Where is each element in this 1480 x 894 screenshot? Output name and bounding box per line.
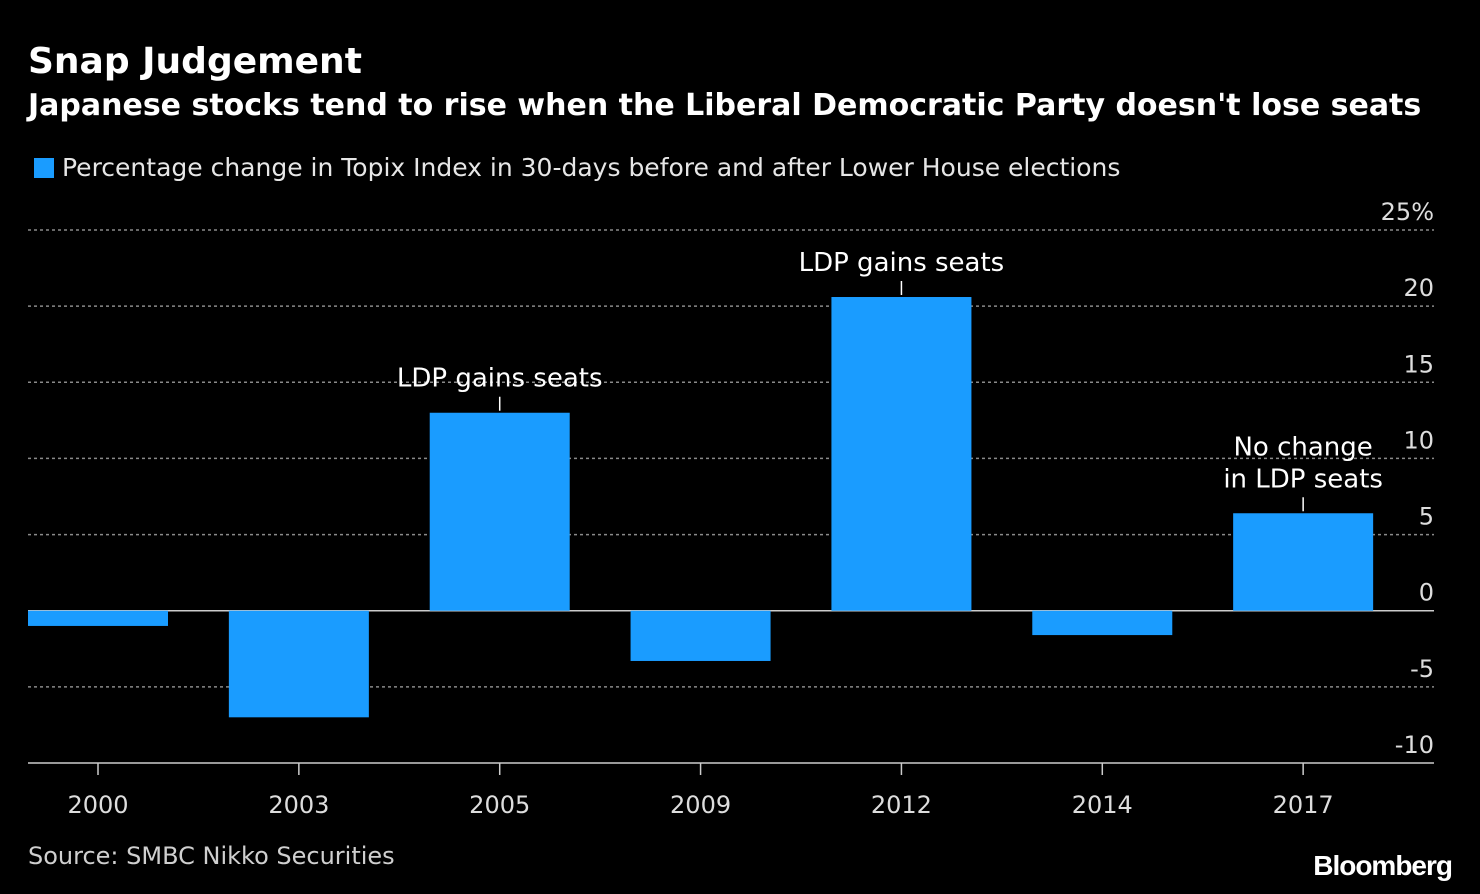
- annotation-label: No change: [1233, 432, 1372, 462]
- legend-swatch: [34, 158, 54, 178]
- source-note: Source: SMBC Nikko Securities: [28, 842, 395, 870]
- chart-subtitle: Japanese stocks tend to rise when the Li…: [28, 88, 1422, 123]
- y-tick-label: 5: [1419, 503, 1434, 531]
- bars: [28, 297, 1374, 718]
- y-tick-label: -10: [1395, 731, 1434, 759]
- annotation-label: in LDP seats: [1223, 464, 1383, 494]
- bar-2017: [1233, 513, 1374, 611]
- axes: 25% 20 15 10 5 0 -5 -10 2000 2003 2005 2009 2012 2014…: [28, 198, 1434, 819]
- bar-2009: [630, 610, 771, 661]
- y-tick-label: 15: [1403, 350, 1434, 378]
- bar-2000: [28, 610, 168, 626]
- legend-label: Percentage change in Topix Index in 30-d…: [62, 153, 1121, 182]
- y-tick-label: 10: [1403, 426, 1434, 454]
- x-tick-label: 2012: [871, 791, 932, 819]
- y-tick-label: 25%: [1381, 198, 1434, 226]
- chart-title: Snap Judgement: [28, 41, 362, 82]
- y-tick-label: 0: [1419, 579, 1434, 607]
- annotation-label: LDP gains seats: [397, 364, 603, 394]
- y-tick-label: 20: [1403, 274, 1434, 302]
- bar-2012: [831, 297, 972, 611]
- annotations: LDP gains seats LDP gains seats No changei…: [397, 248, 1383, 512]
- x-tick-label: 2014: [1072, 791, 1133, 819]
- x-tick-label: 2009: [670, 791, 731, 819]
- bar-2003: [228, 610, 369, 718]
- bar-2005: [429, 412, 570, 611]
- x-tick-label: 2000: [67, 791, 128, 819]
- bar-2014: [1032, 610, 1173, 636]
- y-tick-label: -5: [1410, 655, 1434, 683]
- annotation-label: LDP gains seats: [799, 248, 1005, 278]
- brand-logo: Bloomberg: [1313, 850, 1453, 881]
- x-tick-label: 2003: [268, 791, 329, 819]
- x-tick-label: 2017: [1273, 791, 1334, 819]
- x-tick-label: 2005: [469, 791, 530, 819]
- grid-lines: [28, 229, 1434, 688]
- chart-legend: Percentage change in Topix Index in 30-d…: [34, 152, 1120, 184]
